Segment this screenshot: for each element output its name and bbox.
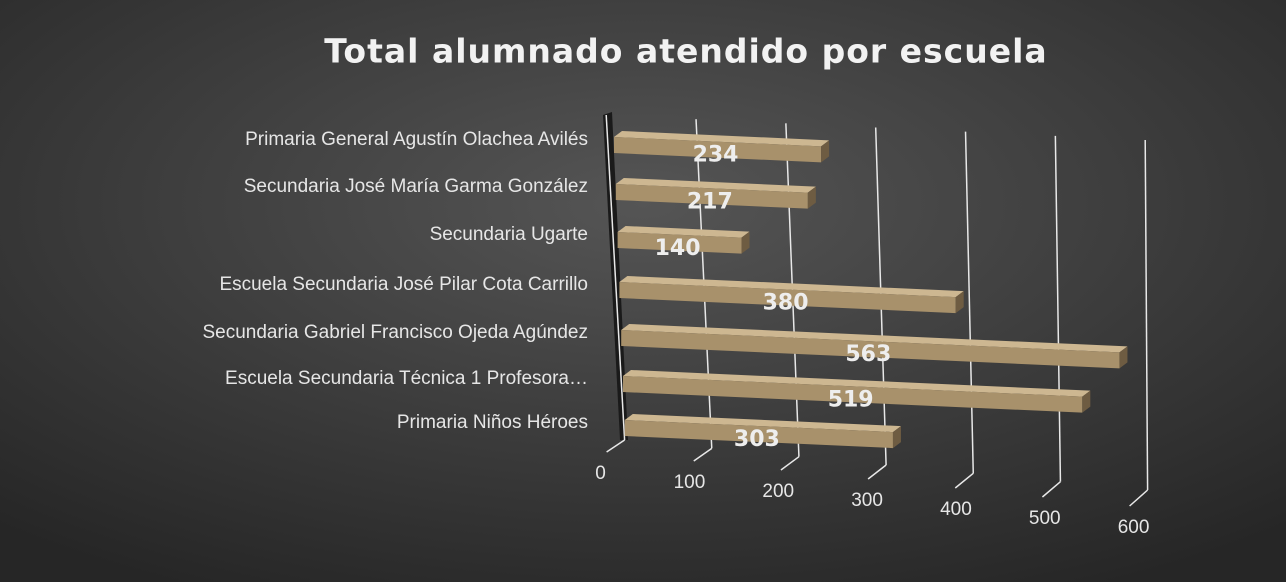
tick-mark — [606, 439, 626, 453]
data-label: 234 — [693, 143, 739, 168]
bar-face — [821, 140, 830, 163]
x-tick-label: 0 — [595, 463, 606, 484]
grid-line — [605, 114, 626, 441]
bar-face — [619, 282, 956, 314]
bar — [621, 324, 1128, 369]
bar — [617, 226, 750, 254]
x-tick-label: 500 — [1029, 508, 1061, 529]
bar-face — [807, 186, 816, 209]
data-label: 519 — [828, 387, 874, 412]
category-label: Primaria Niños Héroes — [397, 412, 588, 433]
bar-face — [623, 376, 1083, 413]
data-label: 140 — [655, 236, 701, 261]
bar-face — [624, 414, 901, 433]
grid-line — [1144, 139, 1149, 491]
bar-face — [1082, 390, 1091, 413]
category-label: Secundaria Gabriel Francisco Ojeda Agúnd… — [202, 322, 588, 343]
bar-face — [621, 330, 1120, 369]
bar-face — [617, 226, 750, 238]
x-tick-label: 100 — [674, 472, 706, 493]
x-tick-label: 300 — [851, 490, 883, 511]
tick-mark — [1041, 481, 1061, 498]
x-tick-label: 200 — [762, 481, 794, 502]
grid-line — [964, 131, 975, 474]
category-label: Secundaria Ugarte — [430, 224, 588, 245]
bar-face — [615, 184, 808, 209]
data-label: 563 — [845, 342, 891, 367]
category-label: Secundaria José María Garma González — [244, 176, 588, 197]
bar-face — [892, 426, 901, 449]
bar-face — [614, 137, 822, 163]
category-label: Primaria General Agustín Olachea Avilés — [245, 129, 588, 150]
bar-face — [624, 420, 893, 449]
tick-mark — [1129, 489, 1149, 507]
x-tick-label: 600 — [1118, 517, 1150, 538]
category-label: Escuela Secundaria José Pilar Cota Carri… — [219, 274, 588, 295]
bar-face — [741, 231, 750, 254]
bar-face — [621, 324, 1128, 353]
bar-face — [955, 291, 964, 314]
data-label: 380 — [763, 291, 809, 316]
bar-face — [1119, 346, 1128, 369]
bar — [619, 276, 964, 314]
tick-mark — [693, 447, 713, 462]
x-tick-label: 400 — [940, 499, 972, 520]
bar — [615, 178, 816, 209]
bar — [623, 370, 1091, 413]
bar-face — [614, 131, 830, 147]
data-label: 303 — [734, 427, 780, 452]
category-label: Escuela Secundaria Técnica 1 Profesora… — [225, 368, 588, 389]
tick-mark — [780, 456, 800, 471]
bar — [614, 131, 830, 163]
data-label: 217 — [687, 189, 733, 214]
bar-face — [617, 232, 742, 254]
grid-line — [1054, 135, 1062, 482]
bar — [624, 414, 901, 449]
chart-title: Total alumnado atendido por escuela — [324, 32, 1047, 71]
tick-mark — [954, 472, 974, 489]
tick-mark — [867, 464, 887, 480]
bar-face — [619, 276, 964, 298]
bar-face — [623, 370, 1091, 397]
bar-face — [615, 178, 816, 193]
